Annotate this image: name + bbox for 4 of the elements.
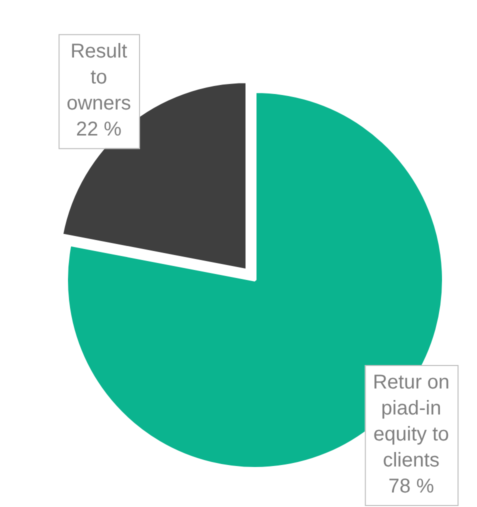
data-label: 22 % bbox=[76, 118, 122, 141]
data-label: 78 % bbox=[388, 476, 434, 498]
slice-label: Retur on piad-in equity to clients bbox=[372, 372, 450, 472]
slice-label: Result to owners bbox=[66, 40, 132, 115]
